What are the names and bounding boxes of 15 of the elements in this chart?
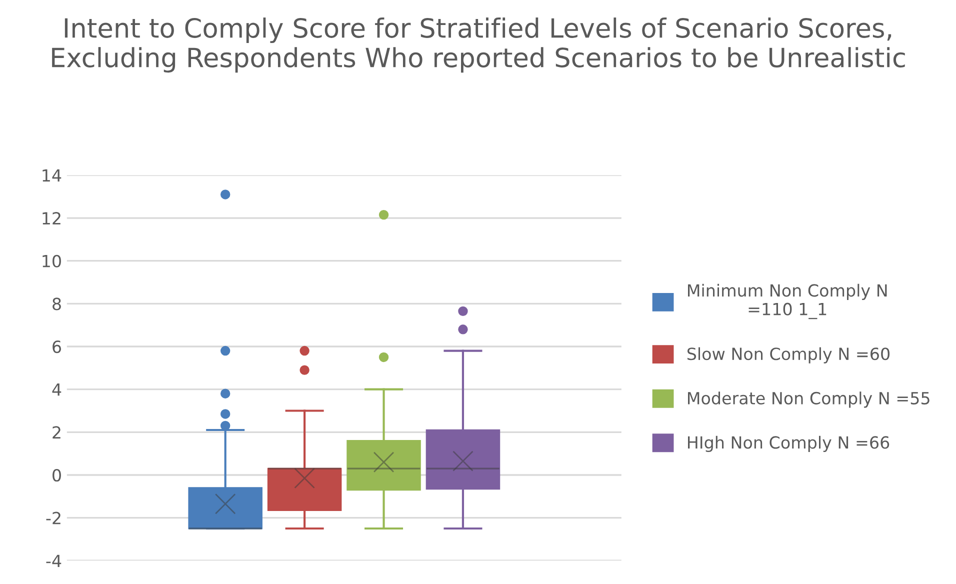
chart-title: Intent to Comply Score for Stratified Levels of Scenario Scores, Excluding Respondents Who reported Scenarios to be Unrealistic xyxy=(52,18,905,73)
y-tick-label: 2 xyxy=(52,426,60,438)
y-tick-label: 8 xyxy=(52,298,61,310)
y-tick-label: 0 xyxy=(52,468,61,482)
y-tick-label: -4 xyxy=(46,554,62,567)
y-tick-label: 12 xyxy=(42,212,60,224)
y-tick-label: 10 xyxy=(42,254,61,268)
y-tick-label: 4 xyxy=(52,384,62,396)
y-tick-label: -2 xyxy=(46,512,60,524)
legend-label: Minimum Non Comply N =110 1_1 xyxy=(688,284,887,320)
y-tick-label: 6 xyxy=(52,340,62,354)
legend-label: HIgh Non Comply N =66 xyxy=(688,436,890,452)
y-tick-label: 14 xyxy=(42,169,62,182)
legend-label: Slow Non Comply N =60 xyxy=(687,347,890,364)
legend-label: Moderate Non Comply N =55 xyxy=(688,392,930,408)
